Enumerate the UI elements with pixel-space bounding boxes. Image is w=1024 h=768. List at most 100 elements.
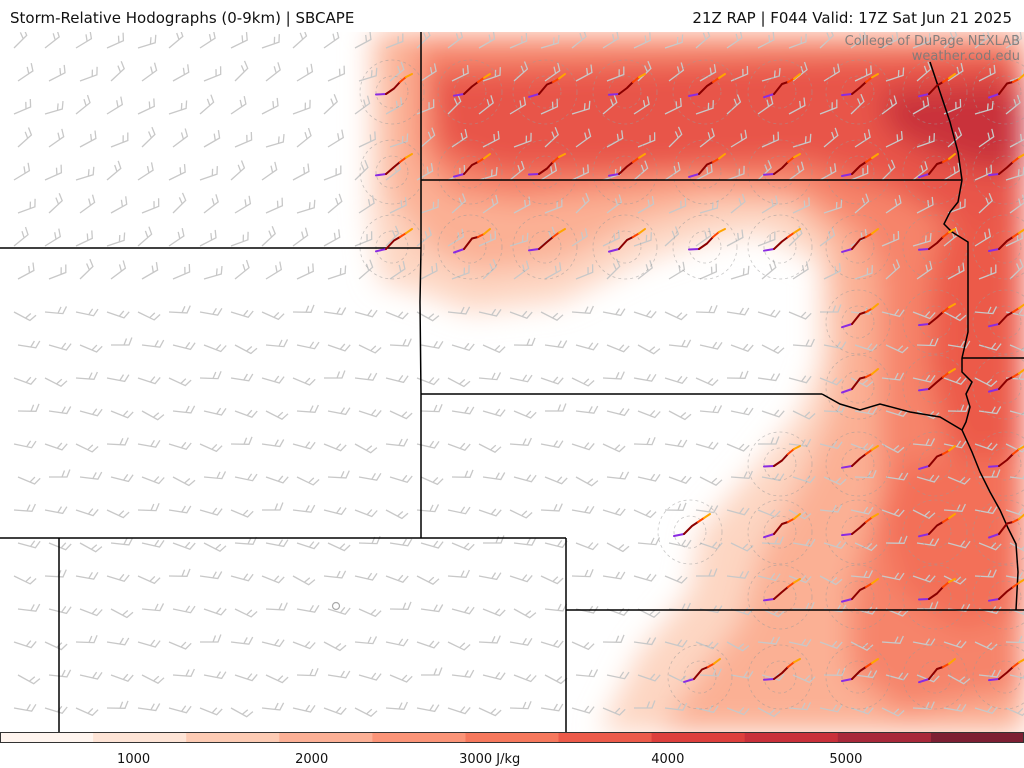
hodograph-ring <box>825 214 891 280</box>
hodograph-trace <box>787 661 795 668</box>
wind-barb <box>327 265 347 280</box>
hodograph-ring <box>667 644 733 710</box>
hodograph-trace <box>841 598 853 603</box>
wind-barb <box>761 259 777 280</box>
wind-barb <box>509 637 533 646</box>
hodograph-trace <box>463 236 479 250</box>
hodograph-ring <box>972 431 1024 497</box>
wind-barb <box>44 164 63 181</box>
wind-barb <box>230 160 246 181</box>
hodograph-trace <box>477 76 485 83</box>
hodograph-ring <box>763 447 797 481</box>
hodograph-ring <box>825 59 891 125</box>
hodograph-ring <box>528 75 562 109</box>
wind-barb <box>106 637 130 646</box>
wind-barb <box>13 703 37 712</box>
wind-barb <box>792 61 808 82</box>
wind-barb <box>509 509 533 519</box>
wind-barb <box>637 410 661 419</box>
hodograph-trace <box>871 578 879 585</box>
wind-barb <box>141 539 165 548</box>
wind-barb <box>13 503 36 512</box>
hodograph-trace <box>942 157 950 163</box>
wind-barb <box>44 32 60 49</box>
hodograph-trace <box>841 533 853 537</box>
hodograph-trace <box>793 73 801 80</box>
wind-barb <box>726 570 750 579</box>
wind-barb <box>916 338 939 347</box>
hodograph-trace <box>793 153 801 159</box>
wind-barb <box>106 509 130 519</box>
wind-barb <box>296 541 320 550</box>
hodograph-trace <box>948 368 956 374</box>
wind-barb <box>606 607 630 616</box>
hodograph-trace <box>793 445 801 450</box>
hodograph-trace <box>1018 658 1024 664</box>
wind-barb <box>695 377 719 387</box>
wind-barb <box>48 128 65 148</box>
wind-barb <box>389 133 409 148</box>
wind-barb <box>637 537 661 546</box>
wind-barb <box>389 260 406 280</box>
wind-barb <box>385 701 408 710</box>
wind-barb <box>943 440 967 449</box>
wind-barb <box>44 705 68 715</box>
hodograph-trace <box>638 228 646 235</box>
wind-barb <box>699 263 718 280</box>
hodograph-trace <box>988 465 1000 468</box>
hodograph-ring <box>672 214 738 280</box>
wind-barb <box>819 504 843 513</box>
wind-barb <box>327 606 351 616</box>
hodograph-trace <box>1012 156 1020 163</box>
wind-barb <box>385 638 409 647</box>
wind-barb <box>478 635 501 644</box>
hodograph-trace <box>608 173 620 177</box>
hodograph-ring <box>437 214 503 280</box>
wind-barb <box>49 469 71 478</box>
hodograph-ring <box>902 564 968 630</box>
wind-barb <box>13 376 37 385</box>
hodograph-trace <box>618 81 634 95</box>
wind-barb <box>885 259 901 280</box>
wind-barb <box>819 704 843 713</box>
wind-barb <box>633 373 657 382</box>
wind-barb <box>916 133 935 148</box>
wind-barb <box>292 227 309 247</box>
wind-barb <box>819 163 837 181</box>
wind-barb <box>172 263 191 280</box>
hodograph-trace <box>1012 581 1020 588</box>
wind-barb <box>544 62 561 82</box>
wind-barb <box>385 311 409 320</box>
hodograph-ring <box>988 230 1022 264</box>
hodograph-trace <box>558 73 566 80</box>
wind-barb <box>17 127 33 148</box>
colorbar-tick-label: 3000 J/kg <box>459 752 521 767</box>
hodograph-trace <box>851 236 867 250</box>
wind-barb <box>420 476 444 486</box>
wind-barb <box>261 375 285 384</box>
wind-barb <box>75 94 91 115</box>
wind-barb <box>106 96 124 115</box>
wind-barb <box>168 377 192 387</box>
wind-barb <box>199 94 215 115</box>
wind-barb <box>699 405 723 414</box>
hodograph-ring <box>688 75 722 109</box>
hodograph-trace <box>1012 518 1020 523</box>
hodograph-trace <box>998 666 1014 680</box>
wind-barb <box>974 228 992 247</box>
wind-barb <box>823 263 841 280</box>
hodograph-trace <box>538 236 554 250</box>
hodograph-trace <box>928 586 944 600</box>
wind-barb <box>881 635 904 644</box>
colorbar-swatch <box>93 732 188 743</box>
wind-barb <box>540 575 564 585</box>
hodograph-trace <box>793 658 801 664</box>
hodograph-trace <box>618 236 634 250</box>
wind-barb <box>327 670 351 679</box>
cape-shading <box>370 32 1024 732</box>
wind-barb <box>482 67 501 82</box>
hodograph-ring <box>902 431 968 497</box>
wind-barb <box>13 640 37 649</box>
wind-barb <box>137 98 155 115</box>
state-borders <box>0 32 1024 732</box>
